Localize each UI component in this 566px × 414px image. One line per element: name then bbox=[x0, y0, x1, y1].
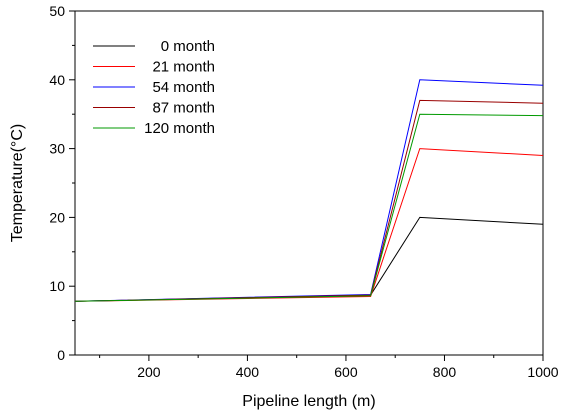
legend-label: 0 month bbox=[161, 38, 215, 55]
series-line-4 bbox=[74, 113, 544, 302]
series-line-2 bbox=[74, 79, 544, 302]
x-tick-label: 200 bbox=[137, 364, 161, 380]
legend-label: 87 month bbox=[152, 100, 215, 117]
series-line-0 bbox=[74, 216, 544, 302]
y-tick-label: 10 bbox=[49, 278, 65, 294]
y-axis-title: Temperature(°C) bbox=[9, 124, 26, 242]
legend-label: 54 month bbox=[152, 79, 215, 96]
legend-label: 21 month bbox=[152, 59, 215, 76]
y-tick-label: 0 bbox=[57, 347, 65, 363]
x-axis-title: Pipeline length (m) bbox=[242, 393, 375, 410]
y-tick-label: 20 bbox=[49, 209, 65, 225]
plot-frame bbox=[74, 10, 544, 356]
y-tick-label: 50 bbox=[49, 3, 65, 19]
legend-label: 120 month bbox=[144, 120, 215, 137]
x-tick-label: 600 bbox=[334, 364, 358, 380]
legend: 0 month 21 month 54 month 87 month 120 month bbox=[93, 38, 215, 137]
x-tick-label: 1000 bbox=[527, 364, 558, 380]
series-layer bbox=[74, 79, 544, 302]
y-tick-label: 30 bbox=[49, 141, 65, 157]
axis-layer: 0 10 20 30 40 50 200 400 600 800 1000 bbox=[49, 3, 558, 380]
x-tick-label: 400 bbox=[236, 364, 260, 380]
series-line-1 bbox=[74, 148, 544, 302]
y-tick-label: 40 bbox=[49, 72, 65, 88]
x-tick-label: 800 bbox=[433, 364, 457, 380]
